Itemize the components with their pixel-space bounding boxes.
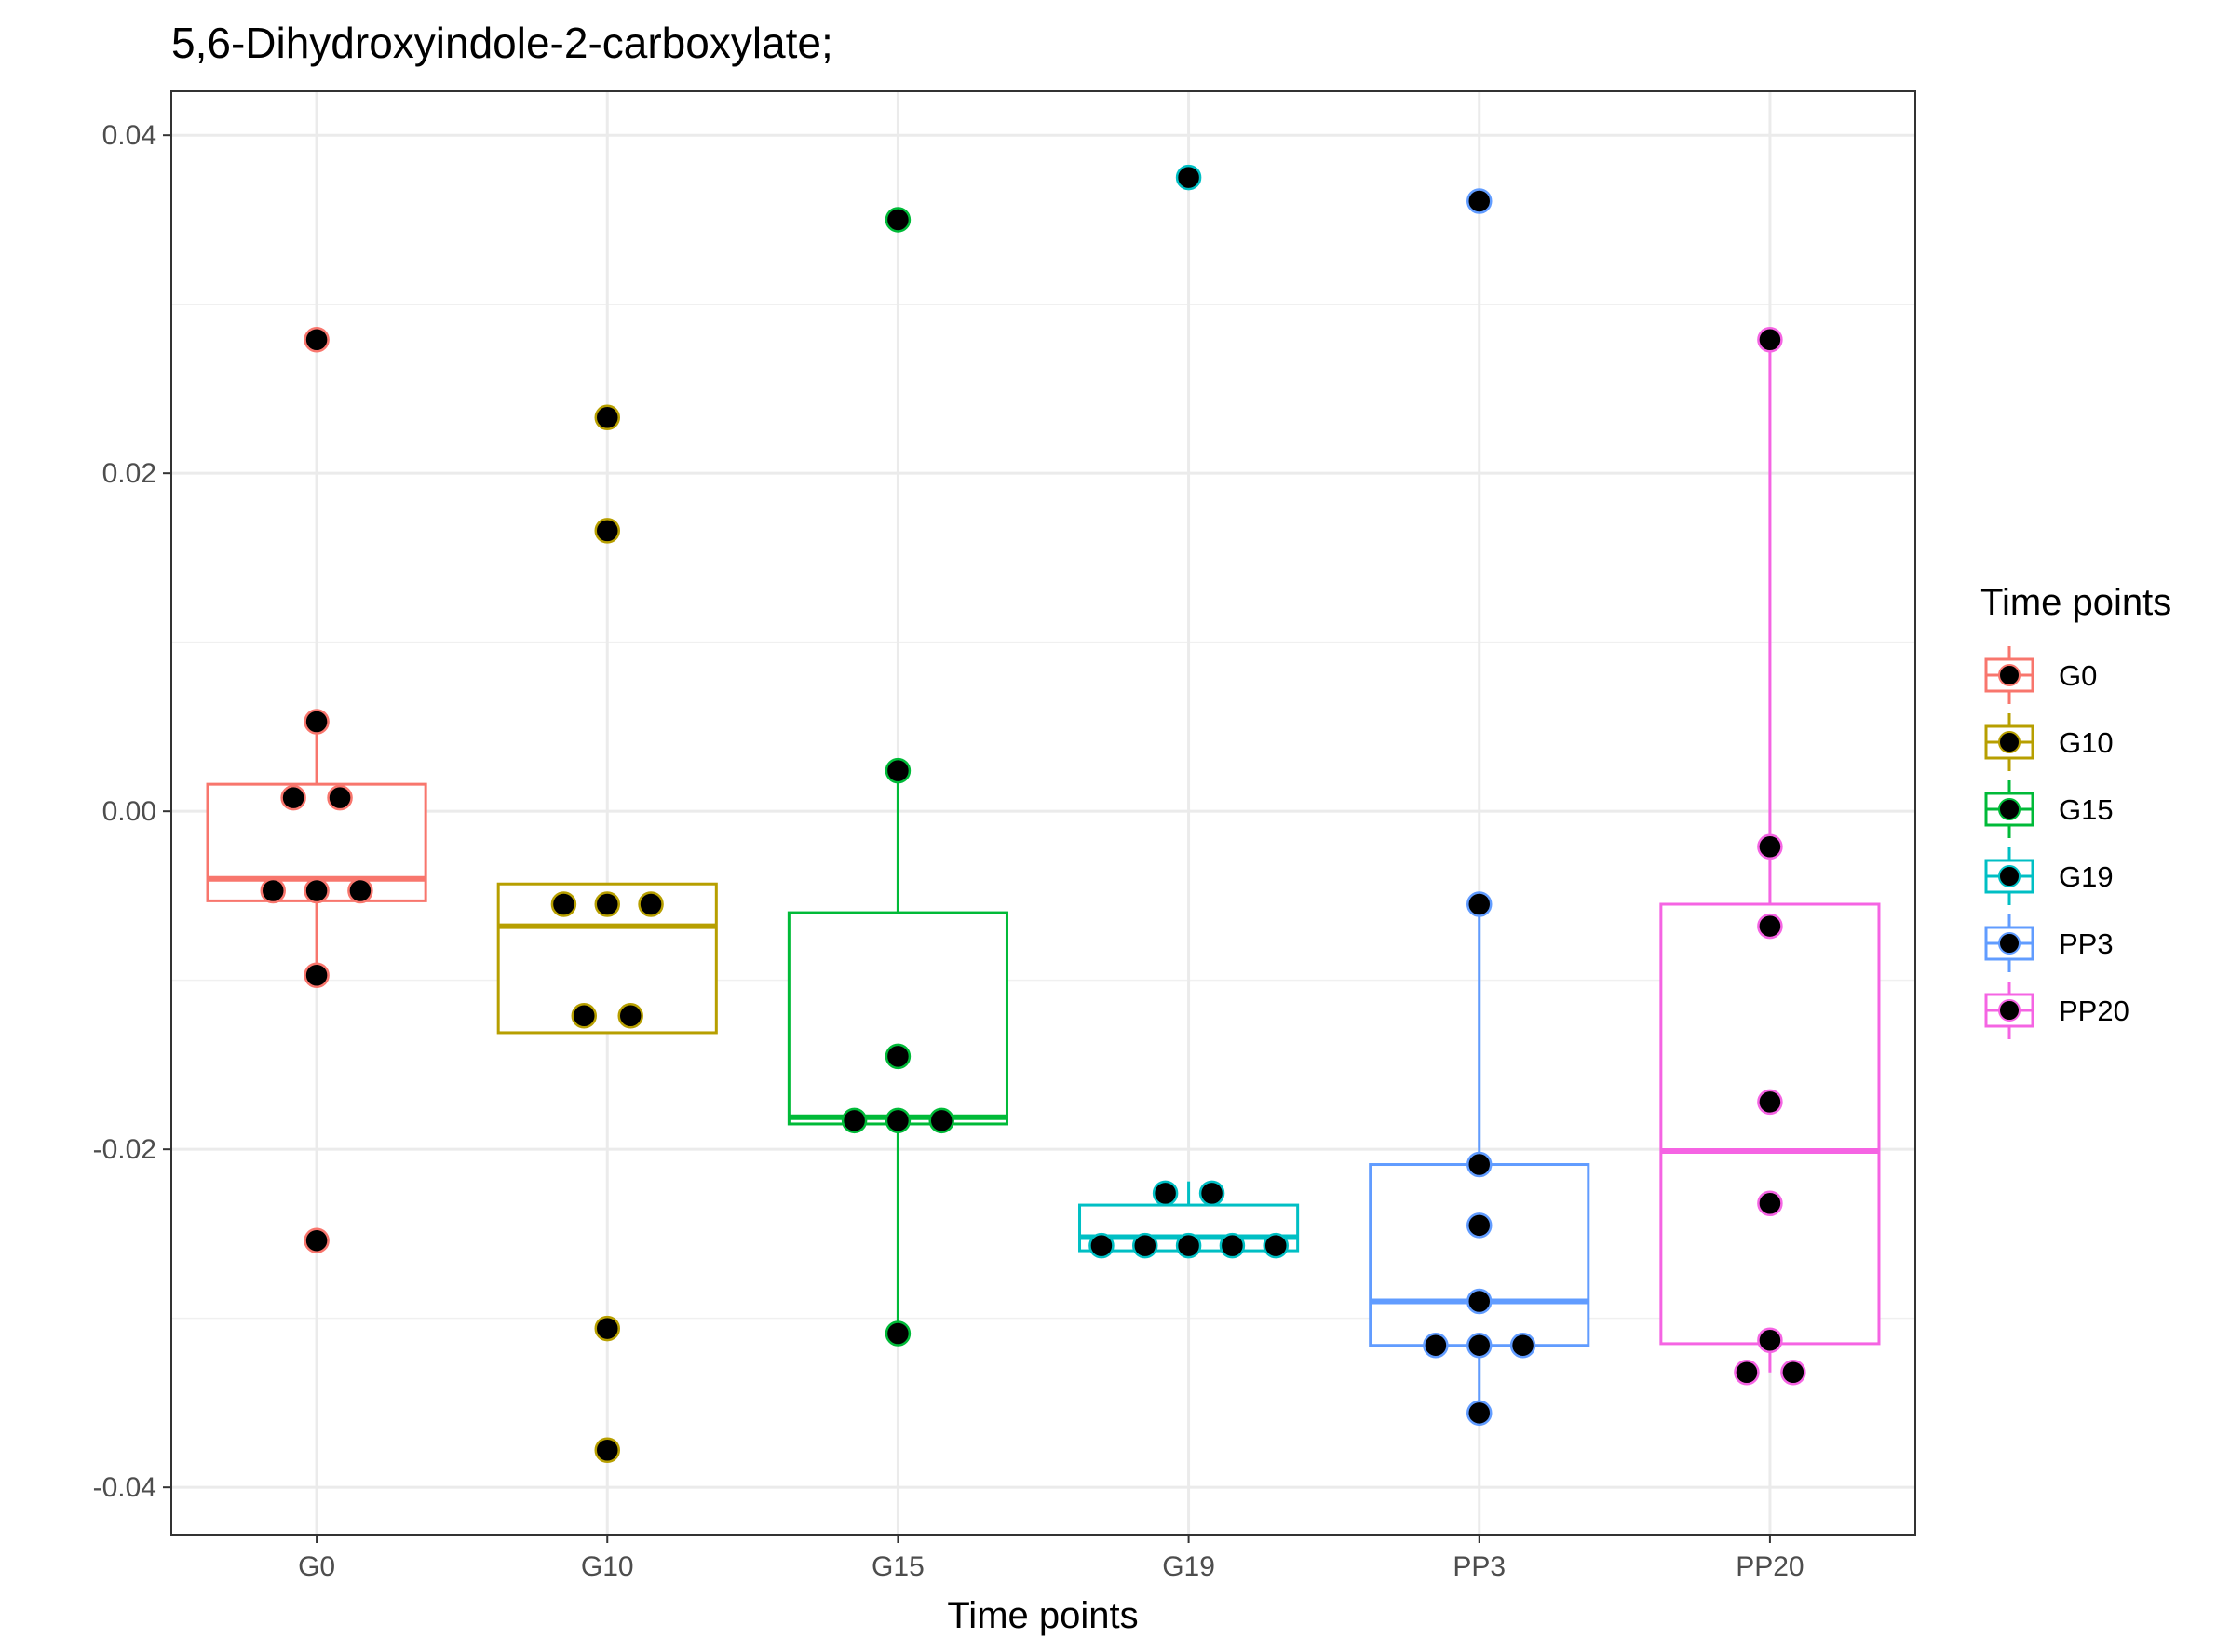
data-point [1132, 1232, 1158, 1259]
legend-title: Time points [1980, 582, 2171, 623]
data-point [1466, 1151, 1493, 1178]
legend-item-G19: G19 [1984, 847, 2114, 905]
legend: Time points G0 G10 G15 G19 PP3 PP20 [1980, 582, 2171, 1039]
data-point [1734, 1360, 1760, 1386]
y-tick-label: 0.02 [102, 458, 156, 489]
data-point [1757, 913, 1783, 940]
data-point [1219, 1232, 1246, 1259]
data-point [885, 1043, 912, 1070]
plot-border [170, 90, 1916, 1536]
data-point [1466, 1332, 1493, 1359]
axis-layer: 0.04 0.02 0.00 -0.02 -0.04 G0 G10 G15 G19 PP3 PP20 [93, 120, 1804, 1582]
chart-title: 5,6-Dihydroxyindole-2-carboxylate; [171, 19, 833, 67]
data-point [347, 877, 373, 904]
y-tick-label: 0.00 [102, 796, 156, 827]
box-body [787, 911, 1008, 1126]
data-point [280, 784, 306, 811]
legend-item-PP20: PP20 [1984, 982, 2129, 1039]
data-point [617, 1003, 643, 1029]
legend-item-PP3: PP3 [1984, 914, 2114, 972]
data-point [304, 327, 330, 353]
legend-label: G15 [2059, 793, 2114, 826]
legend-item-G15: G15 [1984, 780, 2114, 838]
legend-key-point [1998, 999, 2021, 1022]
legend-key-point [1998, 932, 2021, 955]
legend-label: G0 [2059, 659, 2097, 692]
legend-label: PP3 [2059, 928, 2114, 960]
data-point [571, 1003, 598, 1029]
data-point [1757, 1190, 1783, 1217]
data-point [1198, 1180, 1225, 1207]
data-point [1780, 1360, 1806, 1386]
x-tick-label: G15 [872, 1551, 925, 1582]
data-point [594, 518, 620, 544]
data-point [885, 1107, 912, 1134]
data-point [1466, 891, 1493, 917]
legend-key-point [1998, 731, 2021, 753]
legend-key-point [1998, 664, 2021, 686]
point-layer [260, 164, 1806, 1464]
x-tick-label: G0 [298, 1551, 335, 1582]
x-tick-label: PP3 [1453, 1551, 1506, 1582]
y-tick-label: -0.02 [93, 1134, 156, 1165]
data-point [304, 1227, 330, 1253]
data-point [1466, 188, 1493, 214]
legend-key-point [1998, 865, 2021, 887]
box-PP20 [1659, 339, 1881, 1373]
data-point [1175, 164, 1202, 191]
data-point [260, 877, 287, 904]
x-tick-label: G10 [581, 1551, 634, 1582]
x-tick-label: PP20 [1736, 1551, 1804, 1582]
data-point [1263, 1232, 1289, 1259]
plot-panel [171, 91, 1915, 1535]
data-point [594, 404, 620, 431]
data-point [304, 962, 330, 988]
data-point [1088, 1232, 1115, 1259]
data-point [885, 1320, 912, 1347]
data-point [1757, 1327, 1783, 1354]
data-point [304, 877, 330, 904]
data-point [594, 1437, 620, 1464]
data-point [550, 891, 577, 917]
data-point [841, 1107, 868, 1134]
data-point [885, 757, 912, 784]
data-point [1757, 327, 1783, 353]
x-tick-label: G19 [1162, 1551, 1215, 1582]
data-point [1152, 1180, 1179, 1207]
legend-item-G0: G0 [1984, 646, 2097, 704]
legend-label: G19 [2059, 860, 2114, 893]
data-point [1175, 1232, 1202, 1259]
data-point [1466, 1400, 1493, 1427]
data-point [594, 891, 620, 917]
data-point [594, 1315, 620, 1342]
data-point [885, 207, 912, 233]
legend-key-point [1998, 798, 2021, 820]
data-point [1423, 1332, 1449, 1359]
data-point [1757, 1089, 1783, 1116]
legend-label: PP20 [2059, 995, 2129, 1027]
y-tick-label: -0.04 [93, 1472, 156, 1503]
data-point [327, 784, 353, 811]
box-G15 [787, 770, 1008, 1334]
data-point [1466, 1288, 1493, 1315]
data-point [304, 709, 330, 735]
data-point [1466, 1212, 1493, 1239]
data-point [638, 891, 664, 917]
legend-label: G10 [2059, 726, 2114, 759]
data-point [928, 1107, 954, 1134]
box-body [1369, 1163, 1590, 1347]
y-tick-label: 0.04 [102, 120, 156, 151]
x-axis-title: Time points [947, 1595, 1138, 1636]
legend-item-G10: G10 [1984, 713, 2114, 771]
box-body [1659, 902, 1881, 1346]
data-point [1757, 833, 1783, 860]
data-point [1509, 1332, 1536, 1359]
